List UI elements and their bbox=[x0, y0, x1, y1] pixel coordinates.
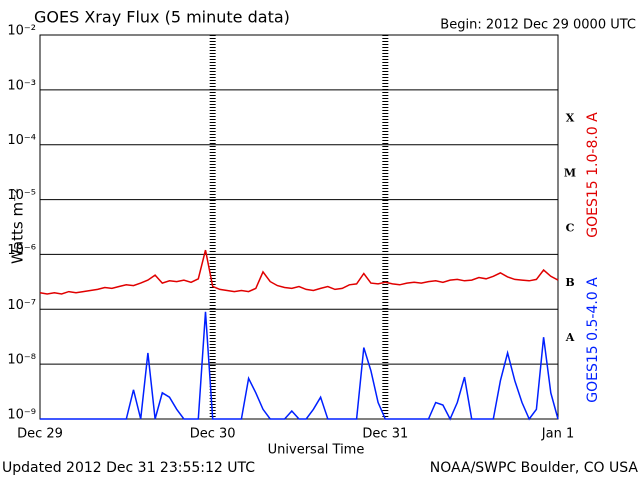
series-line bbox=[39, 249, 559, 295]
y-tick-label: 10⁻⁹ bbox=[7, 408, 36, 423]
x-tick-label: Dec 30 bbox=[190, 427, 236, 442]
y-tick-label: 10⁻⁸ bbox=[7, 353, 36, 368]
y-tick-label: 10⁻⁷ bbox=[7, 298, 36, 313]
begin-time: Begin: 2012 Dec 29 0000 UTC bbox=[440, 18, 636, 33]
footer-credit: NOAA/SWPC Boulder, CO USA bbox=[430, 460, 639, 476]
y-axis-label: Watts m⁻² bbox=[9, 188, 27, 264]
flare-class-label: B bbox=[565, 276, 574, 289]
x-tick-label: Dec 29 bbox=[17, 427, 63, 442]
series-line bbox=[40, 311, 559, 421]
x-tick-label: Jan 1 bbox=[541, 427, 574, 442]
footer-updated: Updated 2012 Dec 31 23:55:12 UTC bbox=[2, 460, 255, 476]
legend-entry: GOES15 1.0-8.0 A bbox=[585, 112, 601, 238]
legend-entry: GOES15 0.5-4.0 A bbox=[585, 277, 601, 403]
flare-class-label: C bbox=[566, 221, 575, 234]
y-tick-label: 10⁻² bbox=[7, 24, 36, 39]
y-tick-label: 10⁻⁴ bbox=[7, 133, 36, 148]
x-tick-label: Dec 31 bbox=[362, 427, 408, 442]
flare-class-label: M bbox=[564, 166, 576, 179]
y-tick-label: 10⁻⁶ bbox=[7, 243, 36, 258]
y-tick-label: 10⁻⁵ bbox=[7, 188, 36, 203]
flare-class-label: A bbox=[565, 331, 575, 344]
chart-title: GOES Xray Flux (5 minute data) bbox=[34, 8, 290, 27]
x-axis-label: Universal Time bbox=[268, 443, 365, 458]
y-tick-label: 10⁻³ bbox=[7, 78, 36, 93]
flare-class-label: X bbox=[566, 112, 575, 125]
